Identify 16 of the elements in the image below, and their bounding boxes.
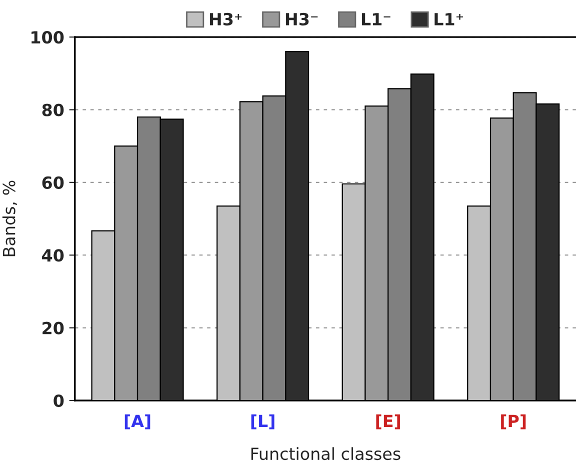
legend-label: L1⁻ [362,13,390,26]
y-tick-label: 100 [32,31,64,44]
x-tick-label: [E] [376,414,400,430]
legend-label: L1⁺ [434,13,464,26]
y-tick-label: 60 [42,176,64,189]
x-tick-label: [L] [251,414,274,430]
y-tick-label: 0 [54,394,64,408]
legend-label: H3⁻ [286,12,318,26]
legend-label: H3⁺ [210,12,242,26]
y-tick-label: 80 [42,104,64,116]
y-tick-label: 20 [42,322,64,334]
x-tick-label: [P] [501,414,526,430]
x-axis-title: Functional classes [251,447,400,460]
y-axis-title: Bands, % [2,180,18,256]
x-tick-label: [A] [124,414,150,430]
y-tick-label: 40 [42,249,64,262]
